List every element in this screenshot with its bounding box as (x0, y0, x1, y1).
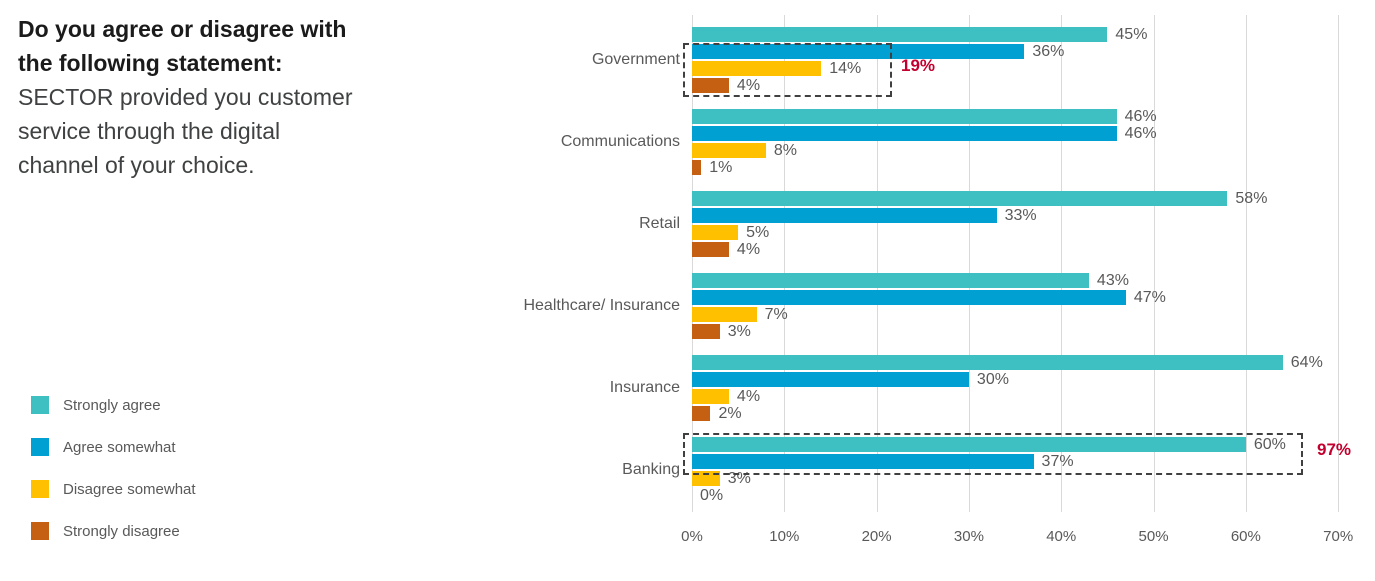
x-axis-tick-label: 30% (953, 528, 984, 545)
gridline (1245, 15, 1247, 512)
value-label-disagree-somewhat-insurance: 4% (736, 388, 761, 405)
value-label-agree-somewhat-insurance: 30% (976, 371, 1009, 388)
value-label-disagree-somewhat-retail: 5% (746, 224, 770, 241)
bar-agree-somewhat-insurance (692, 372, 969, 387)
value-label-agree-somewhat-banking: 37% (1041, 453, 1074, 470)
bar-strongly-disagree-healthcare-insurance (692, 324, 720, 339)
value-label-strongly-disagree-insurance: 2% (718, 405, 742, 422)
legend-label: Agree somewhat (63, 438, 176, 456)
bar-strongly-agree-healthcare-insurance (692, 273, 1089, 288)
value-label-agree-somewhat-healthcare-insurance: 47% (1133, 289, 1166, 306)
legend-item-agree-somewhat: Agree somewhat (31, 438, 196, 456)
bar-disagree-somewhat-healthcare-insurance (692, 307, 757, 322)
bar-strongly-agree-government (692, 27, 1108, 42)
value-label-strongly-agree-healthcare-insurance: 43% (1096, 272, 1129, 289)
legend-label: Strongly disagree (63, 522, 180, 540)
agree-somewhat-swatch-icon (31, 438, 49, 456)
value-label-strongly-agree-government: 45% (1115, 26, 1148, 43)
bar-strongly-agree-insurance (692, 355, 1283, 370)
bar-strongly-agree-communications (692, 109, 1117, 124)
bar-disagree-somewhat-communications (692, 143, 766, 158)
bar-agree-somewhat-banking (692, 454, 1034, 469)
gridline (784, 15, 786, 512)
value-label-strongly-agree-insurance: 64% (1290, 354, 1323, 371)
category-label-insurance: Insurance (609, 379, 680, 396)
bar-agree-somewhat-communications (692, 126, 1117, 141)
gridline (876, 15, 878, 512)
gridline (1338, 15, 1340, 512)
value-label-strongly-disagree-retail: 4% (736, 241, 761, 258)
gridline (1061, 15, 1063, 512)
value-label-disagree-somewhat-healthcare-insurance: 7% (764, 306, 788, 323)
category-label-communications: Communications (560, 133, 680, 150)
value-label-strongly-agree-banking: 60% (1253, 436, 1286, 453)
x-axis-tick-label: 50% (1138, 528, 1169, 545)
legend-item-strongly-agree: Strongly agree (31, 396, 196, 414)
legend-item-strongly-disagree: Strongly disagree (31, 522, 196, 540)
bar-strongly-disagree-insurance (692, 406, 711, 421)
chart-question-title: Do you agree or disagree with the follow… (18, 12, 488, 182)
gridline (1153, 15, 1155, 512)
x-axis-tick-label: 10% (769, 528, 800, 545)
value-label-agree-somewhat-communications: 46% (1124, 125, 1157, 142)
bar-strongly-agree-banking (692, 437, 1246, 452)
bar-disagree-somewhat-insurance (692, 389, 729, 404)
value-label-strongly-disagree-healthcare-insurance: 3% (727, 323, 751, 340)
strongly-disagree-swatch-icon (31, 522, 49, 540)
legend-label: Strongly agree (63, 396, 161, 414)
title-line: the following statement: (18, 50, 283, 76)
title-line: SECTOR provided you customer (18, 84, 353, 110)
x-axis-tick-label: 70% (1323, 528, 1354, 545)
x-axis-tick-label: 60% (1230, 528, 1261, 545)
bar-strongly-disagree-retail (692, 242, 729, 257)
category-label-retail: Retail (639, 215, 680, 232)
disagree-somewhat-swatch-icon (31, 480, 49, 498)
value-label-disagree-somewhat-government: 14% (829, 60, 862, 77)
value-label-strongly-disagree-communications: 1% (709, 159, 733, 176)
value-label-agree-somewhat-government: 36% (1032, 43, 1065, 60)
value-label-agree-somewhat-retail: 33% (1004, 207, 1037, 224)
value-label-disagree-somewhat-communications: 8% (773, 142, 797, 159)
category-label-healthcare-insurance: Healthcare/ Insurance (523, 297, 680, 314)
bar-strongly-disagree-government (692, 78, 729, 93)
gridline (692, 15, 693, 512)
category-label-government: Government (591, 51, 680, 68)
callout-total-label-banking: 97% (1317, 440, 1352, 459)
callout-total-label-government: 19% (901, 56, 936, 75)
gridline (968, 15, 970, 512)
legend-label: Disagree somewhat (63, 480, 196, 498)
x-axis-tick-label: 20% (861, 528, 892, 545)
x-axis-tick-label: 0% (681, 528, 703, 545)
strongly-agree-swatch-icon (31, 396, 49, 414)
title-line: channel of your choice. (18, 152, 255, 178)
x-axis-tick-label: 40% (1046, 528, 1077, 545)
value-label-strongly-disagree-banking: 0% (700, 487, 724, 504)
bar-agree-somewhat-government (692, 44, 1025, 59)
bar-agree-somewhat-retail (692, 208, 997, 223)
value-label-strongly-agree-communications: 46% (1124, 108, 1157, 125)
title-line: Do you agree or disagree with (18, 16, 347, 42)
callout-box-government (683, 43, 892, 97)
title-line: service through the digital (18, 118, 281, 144)
bar-disagree-somewhat-retail (692, 225, 739, 240)
value-label-strongly-agree-retail: 58% (1235, 190, 1268, 207)
category-label-banking: Banking (622, 461, 680, 478)
bar-disagree-somewhat-government (692, 61, 822, 76)
legend: Strongly agree Agree somewhat Disagree s… (31, 396, 196, 540)
bar-strongly-agree-retail (692, 191, 1228, 206)
bar-agree-somewhat-healthcare-insurance (692, 290, 1126, 305)
callout-box-banking (683, 433, 1303, 475)
value-label-strongly-disagree-government: 4% (736, 77, 761, 94)
bar-strongly-disagree-communications (692, 160, 702, 175)
legend-item-disagree-somewhat: Disagree somewhat (31, 480, 196, 498)
